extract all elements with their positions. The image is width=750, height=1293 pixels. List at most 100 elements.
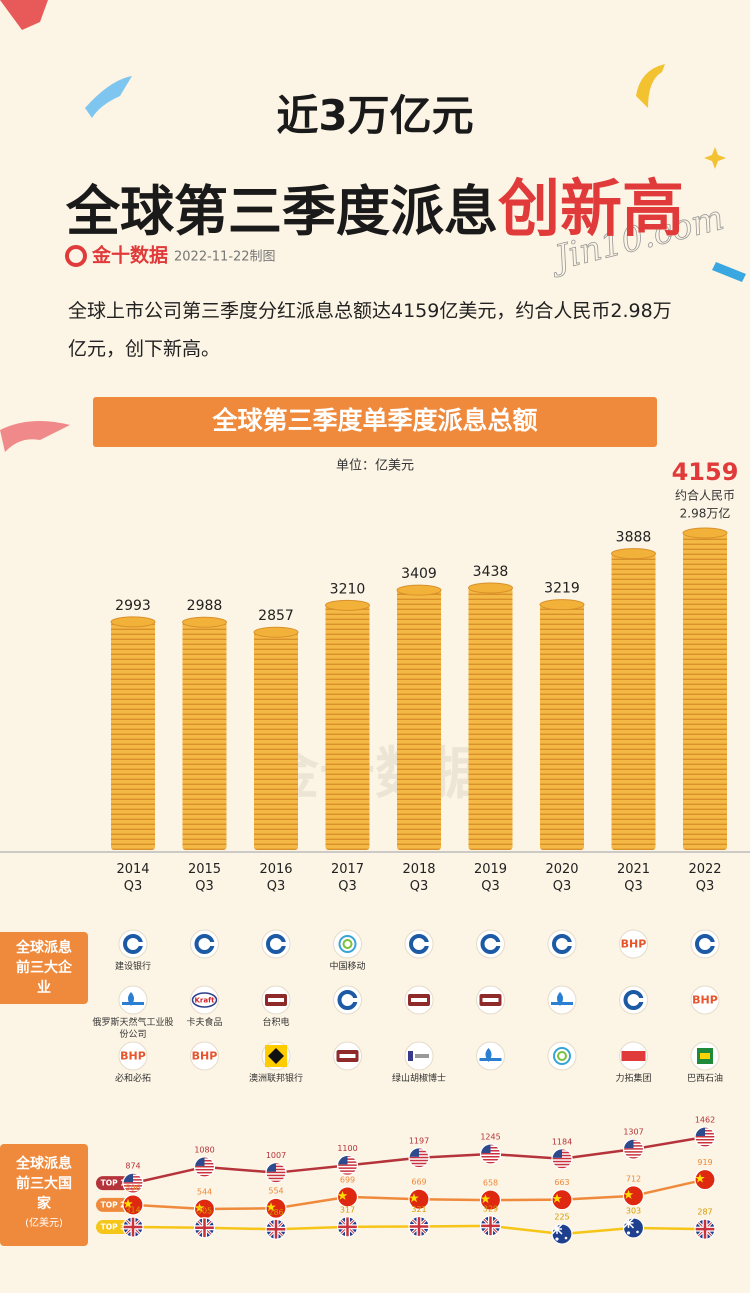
flag-ring (408, 1188, 430, 1210)
flag (623, 1139, 644, 1160)
flag-cross (623, 1217, 635, 1229)
logo-ring (338, 935, 357, 953)
flag-ring (122, 1216, 144, 1238)
logo-shape (411, 998, 427, 1002)
flag-stripe (266, 1171, 286, 1174)
data-label: 1462 (695, 1115, 715, 1124)
logo-bg (333, 929, 362, 959)
flag-stripe (337, 1164, 358, 1166)
flag-canton (552, 1148, 562, 1158)
flag-cross (266, 1219, 286, 1240)
data-label: 544 (197, 1188, 212, 1197)
bar (254, 632, 298, 850)
flag-ring (551, 1189, 573, 1211)
countries-label: 全球派息前三大国家 (亿美元) (0, 1148, 88, 1240)
company-logo (619, 1041, 648, 1071)
flag-marker (479, 1143, 502, 1165)
flag-marker (122, 1194, 144, 1216)
flag-stripe (123, 1182, 143, 1184)
flag-ring (265, 1218, 287, 1240)
flag-stripe (194, 1165, 215, 1168)
logo-shape (551, 1002, 573, 1005)
value-label: 2988 (187, 598, 223, 614)
logo-bg (690, 985, 720, 1015)
flag-marker (551, 1148, 573, 1170)
logo-bg (190, 1041, 219, 1071)
logo-text: BHP (692, 994, 718, 1007)
flag-stripe (623, 1154, 644, 1156)
flag-marker (551, 1223, 573, 1245)
value-label: 3210 (330, 581, 366, 597)
banner (93, 397, 657, 447)
bar (540, 604, 584, 850)
company-logo (261, 1041, 291, 1071)
flag-canton (266, 1162, 276, 1172)
flag-ring (551, 1148, 573, 1170)
value-label: 3438 (473, 564, 509, 580)
flag-canton (409, 1147, 419, 1157)
flag-stripe (123, 1188, 143, 1190)
company-logo (190, 929, 219, 959)
flag-star (409, 1193, 419, 1203)
x-tick-label: 2020 Q3 (545, 862, 578, 894)
flag-stripe (552, 1166, 572, 1169)
company-name: 力拓集团 (615, 1074, 652, 1084)
flag-ring (622, 1185, 645, 1207)
logo-shape (268, 1048, 284, 1064)
x-tick-label: 2016 Q3 (259, 862, 292, 894)
logo-bg (118, 1041, 148, 1071)
flag-marker (122, 1216, 144, 1238)
flag-stripe (695, 1138, 715, 1141)
data-label: 1080 (194, 1145, 214, 1154)
flag-ring (265, 1162, 287, 1184)
flag-stripe (480, 1156, 501, 1158)
company-logo (476, 1041, 505, 1071)
flag-star (636, 1230, 639, 1234)
flag-stripe (695, 1144, 715, 1147)
logo-shape (621, 1051, 646, 1061)
flag (409, 1147, 429, 1168)
bar (683, 532, 727, 850)
company-name: 澳洲联邦银行 (248, 1074, 303, 1084)
bar (397, 590, 441, 850)
legend-pill (96, 1220, 130, 1235)
flag-marker (479, 1189, 502, 1211)
company-logo (619, 985, 648, 1015)
data-label: 874 (125, 1162, 140, 1171)
logo-shape (268, 998, 284, 1002)
value-label: 4159 (672, 458, 739, 486)
company-logo: BHP (690, 985, 720, 1015)
flag-marker (336, 1186, 359, 1208)
flag-ring (122, 1194, 144, 1216)
flag-star (480, 1194, 491, 1204)
flag (337, 1186, 358, 1207)
company-logo (690, 929, 720, 959)
logo-cut (206, 942, 215, 946)
bar (111, 621, 155, 850)
flag-cross (409, 1216, 429, 1237)
flag (480, 1190, 501, 1211)
flag-star (194, 1203, 205, 1213)
flag-stripe (409, 1159, 429, 1162)
flag (623, 1185, 644, 1206)
data-label: 658 (483, 1179, 498, 1188)
flag-canton (194, 1156, 205, 1166)
company-name: 绿山胡椒博士 (391, 1074, 446, 1084)
flag (552, 1148, 572, 1169)
flag-ring (193, 1217, 216, 1239)
logo-shape (479, 1058, 502, 1061)
flag-marker (408, 1147, 430, 1169)
company-logo (547, 929, 577, 959)
flag-ring (336, 1186, 359, 1208)
value-label: 3409 (401, 566, 437, 582)
data-label: 287 (697, 1208, 712, 1217)
flag-star (555, 1237, 559, 1241)
flag-cross (123, 1217, 143, 1238)
companies-title: 全球派息前三大企业 (16, 940, 72, 996)
flag-stripe (552, 1160, 572, 1163)
coin-top (253, 626, 299, 638)
flag-canton (337, 1155, 348, 1165)
company-logo: BHP (190, 1041, 219, 1071)
logo-cut (635, 998, 644, 1002)
data-label: 669 (411, 1178, 426, 1187)
